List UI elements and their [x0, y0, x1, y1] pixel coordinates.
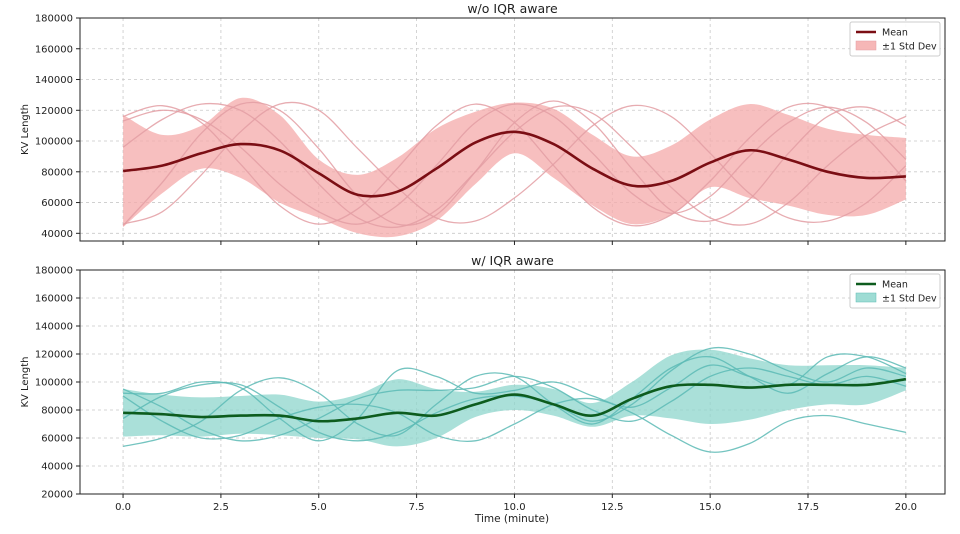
- y-tick-label: 60000: [41, 434, 73, 445]
- y-tick-label: 60000: [41, 198, 73, 209]
- y-tick-label: 160000: [35, 294, 73, 305]
- y-tick-label: 100000: [35, 378, 73, 389]
- y-tick-label: 40000: [41, 462, 73, 473]
- legend-band-label: ±1 Std Dev: [882, 42, 937, 53]
- y-tick-label: 120000: [35, 350, 73, 361]
- x-tick-label: 15.0: [699, 502, 721, 513]
- x-tick-label: 0.0: [115, 502, 131, 513]
- mean-line: [122, 130, 906, 198]
- y-tick-label: 40000: [41, 229, 73, 240]
- std-dev-band: [123, 97, 906, 238]
- y-axis-label: KV Length: [20, 356, 31, 407]
- x-tick-label: 20.0: [895, 502, 917, 513]
- y-tick-label: 120000: [35, 106, 73, 117]
- legend-mean-label: Mean: [882, 280, 908, 291]
- trace-line-2: [122, 101, 907, 225]
- mean-line: [123, 377, 907, 423]
- y-tick-label: 180000: [35, 14, 73, 25]
- x-tick-label: 12.5: [601, 502, 623, 513]
- legend-band-swatch: [855, 292, 877, 303]
- trace-line-4: [122, 102, 907, 227]
- y-tick-label: 180000: [35, 266, 73, 277]
- legend-mean-label: Mean: [882, 28, 908, 39]
- trace-line-2: [122, 367, 907, 442]
- x-tick-label: 2.5: [213, 502, 229, 513]
- legend: Mean ±1 Std Dev: [849, 21, 941, 57]
- x-axis-label: Time (minute): [474, 513, 549, 525]
- panel-title: w/o IQR aware: [467, 1, 558, 16]
- y-tick-label: 80000: [41, 406, 73, 417]
- y-tick-label: 160000: [35, 44, 73, 55]
- y-tick-label: 100000: [35, 137, 73, 148]
- trace-line-4: [122, 395, 907, 453]
- y-tick-label: 20000: [41, 490, 73, 501]
- x-tick-label: 17.5: [797, 502, 819, 513]
- panel-with-iqr: 20000 40000 60000 80000 100000 120000 140000 16…: [20, 253, 946, 513]
- legend-band-label: ±1 Std Dev: [882, 294, 937, 305]
- axes-frame: [79, 17, 946, 242]
- y-tick-label: 140000: [35, 75, 73, 86]
- x-tick-label: 5.0: [311, 502, 327, 513]
- y-tick-label: 80000: [41, 167, 73, 178]
- x-tick-label: 10.0: [503, 502, 525, 513]
- std-dev-band: [123, 349, 906, 447]
- y-tick-label: 140000: [35, 322, 73, 333]
- legend-band-swatch: [855, 40, 877, 51]
- panel-title: w/ IQR aware: [471, 253, 554, 268]
- trace-line-3: [122, 346, 907, 442]
- trace-line-1: [122, 103, 907, 225]
- x-tick-label: 7.5: [409, 502, 425, 513]
- panel-without-iqr: 40000 60000 80000 100000 120000 140000 160000 1…: [20, 1, 946, 245]
- legend: Mean ±1 Std Dev: [849, 273, 941, 309]
- y-axis-label: KV Length: [20, 104, 31, 155]
